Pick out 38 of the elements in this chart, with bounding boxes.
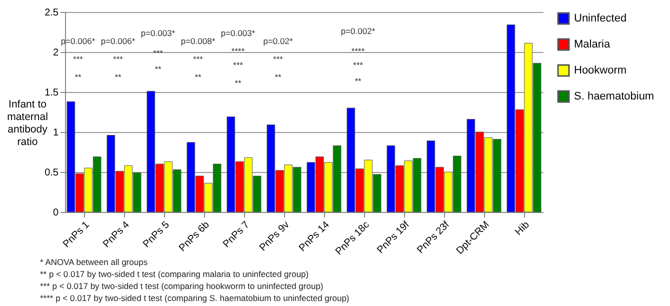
y-tick-label: 0.5: [44, 168, 59, 178]
y-tick-label: 2.5: [44, 8, 59, 18]
text: * ANOVA between all groups: [40, 256, 149, 268]
annotation: **: [154, 64, 162, 74]
y-tick-label: 1: [52, 128, 59, 138]
annotation: **: [354, 76, 362, 86]
legend-label: Uninfected: [574, 12, 627, 24]
annotation: ***: [273, 54, 284, 64]
annotation: p=0.02*: [263, 36, 294, 46]
text: *** p < 0.017 by two-sided t test (comparing hookworm to uninfected group): [40, 280, 324, 292]
annotation: p=0.003*: [140, 28, 176, 38]
annotation: p=0.003*: [220, 28, 256, 38]
annotation: ***: [193, 54, 204, 64]
legend-label: Malaria: [574, 38, 611, 50]
x-tick-label: Hib: [513, 219, 532, 238]
annotation: ***: [73, 54, 84, 64]
annotation: ***: [353, 60, 364, 70]
annotation: **: [234, 78, 242, 88]
annotation: **: [74, 72, 82, 82]
annotation: ****: [231, 46, 246, 56]
annotation: **: [114, 72, 122, 82]
text: **** p < 0.017 by two-sided t test (comparing S. haematobium to uninfected group): [40, 292, 350, 304]
annotation: ***: [113, 54, 124, 64]
legend-label: Hookworm: [574, 64, 627, 76]
annotation: p=0.008*: [180, 36, 216, 46]
annotation: ***: [153, 48, 164, 58]
y-tick-label: 2: [52, 48, 59, 58]
annotation: ***: [233, 60, 244, 70]
y-tick-label: 0: [52, 208, 59, 218]
annotation: p=0.006*: [100, 36, 136, 46]
annotation: p=0.002*: [340, 26, 376, 36]
legend-label: S. haematobium: [574, 90, 654, 102]
y-tick-label: 1.5: [44, 88, 59, 98]
annotation: **: [194, 72, 202, 82]
annotation: ****: [351, 46, 366, 56]
y-axis-title: Infant to maternal antibody ratio: [7, 98, 48, 148]
annotation: **: [274, 72, 282, 82]
text: ** p < 0.017 by two-sided t test (comparing malaria to uninfected group): [40, 268, 310, 280]
